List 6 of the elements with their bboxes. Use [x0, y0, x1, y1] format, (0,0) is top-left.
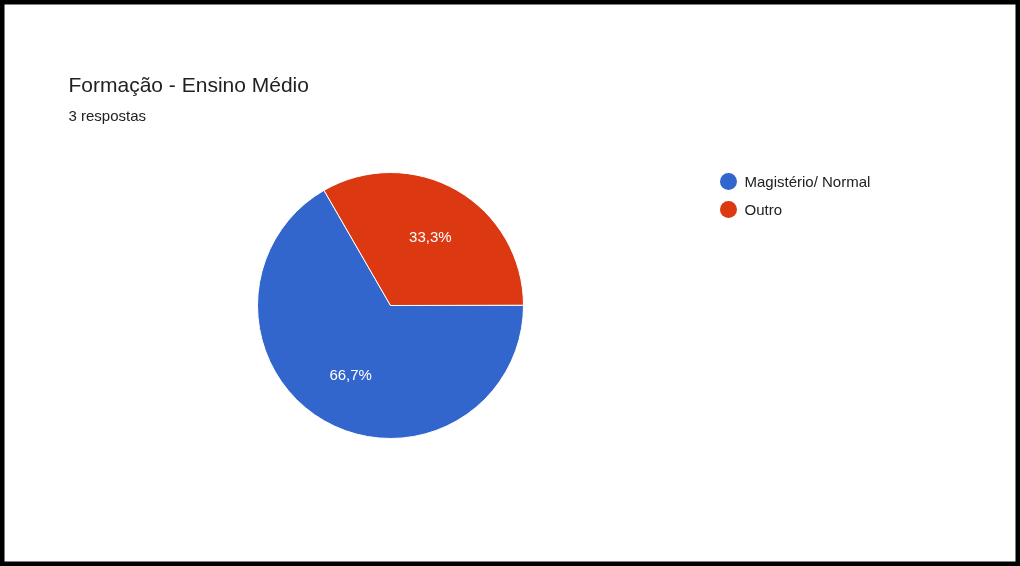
data-label: 66,7% [329, 366, 372, 384]
legend-label: Outro [744, 201, 783, 218]
legend-label: Magistério/ Normal [744, 173, 871, 190]
chart-title: Formação - Ensino Médio [68, 73, 309, 96]
data-label: 33,3% [409, 227, 452, 245]
text: 3 respostas [68, 107, 147, 124]
